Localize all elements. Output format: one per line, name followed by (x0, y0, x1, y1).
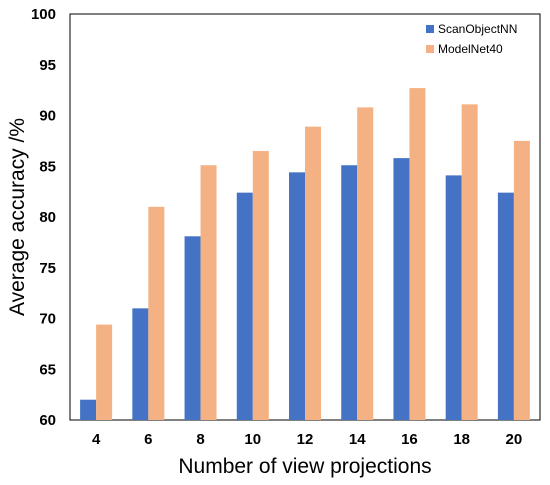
y-tick-label: 65 (39, 361, 56, 378)
legend-label-modelnet40: ModelNet40 (438, 42, 503, 56)
legend-swatch-scanobjectnn (426, 25, 434, 33)
bar-modelnet40-12 (305, 126, 321, 420)
x-axis-title: Number of view projections (178, 455, 431, 478)
x-tick-label: 14 (349, 431, 366, 448)
bar-modelnet40-10 (252, 151, 269, 420)
y-tick-label: 100 (31, 6, 56, 23)
legend-swatch-modelnet40 (426, 45, 434, 53)
y-tick-label: 60 (39, 412, 56, 429)
bar-modelnet40-20 (513, 140, 530, 420)
legend-label-scanobjectnn: ScanObjectNN (438, 22, 517, 36)
y-tick-label: 90 (39, 108, 56, 125)
y-tick-label: 95 (39, 57, 56, 74)
y-axis-title: Average accuracy /% (6, 118, 29, 316)
bar-modelnet40-14 (357, 107, 374, 420)
bar-scanobjectnn-10 (236, 192, 253, 420)
x-tick-label: 18 (453, 431, 470, 448)
bar-modelnet40-6 (148, 206, 165, 420)
y-tick-label: 75 (39, 260, 56, 277)
bars-group (80, 88, 530, 421)
bar-modelnet40-8 (200, 165, 217, 420)
x-tick-label: 4 (92, 431, 101, 448)
bar-scanobjectnn-4 (80, 399, 97, 420)
bar-scanobjectnn-14 (341, 165, 358, 420)
x-tick-label: 10 (244, 431, 261, 448)
bar-modelnet40-18 (461, 104, 478, 421)
bar-scanobjectnn-8 (184, 236, 201, 420)
bar-scanobjectnn-18 (445, 175, 462, 420)
bar-scanobjectnn-16 (393, 158, 410, 420)
x-tick-label: 16 (401, 431, 418, 448)
bar-modelnet40-16 (409, 88, 426, 420)
x-tick-label: 8 (196, 431, 204, 448)
y-tick-label: 80 (39, 209, 56, 226)
x-tick-label: 12 (297, 431, 314, 448)
x-axis-tick-labels: 4 6 8 10 12 14 16 18 20 (92, 431, 522, 448)
bar-scanobjectnn-6 (132, 308, 149, 420)
x-tick-label: 20 (506, 431, 523, 448)
legend: ScanObjectNN ModelNet40 (426, 22, 517, 56)
y-tick-label: 70 (39, 311, 56, 328)
y-axis-tick-labels: 60 65 70 75 80 85 90 95 100 (31, 6, 56, 429)
bar-scanobjectnn-12 (289, 172, 305, 420)
x-tick-label: 6 (144, 431, 152, 448)
y-tick-label: 85 (39, 158, 56, 175)
bar-scanobjectnn-20 (497, 192, 514, 420)
bar-modelnet40-4 (96, 324, 113, 420)
